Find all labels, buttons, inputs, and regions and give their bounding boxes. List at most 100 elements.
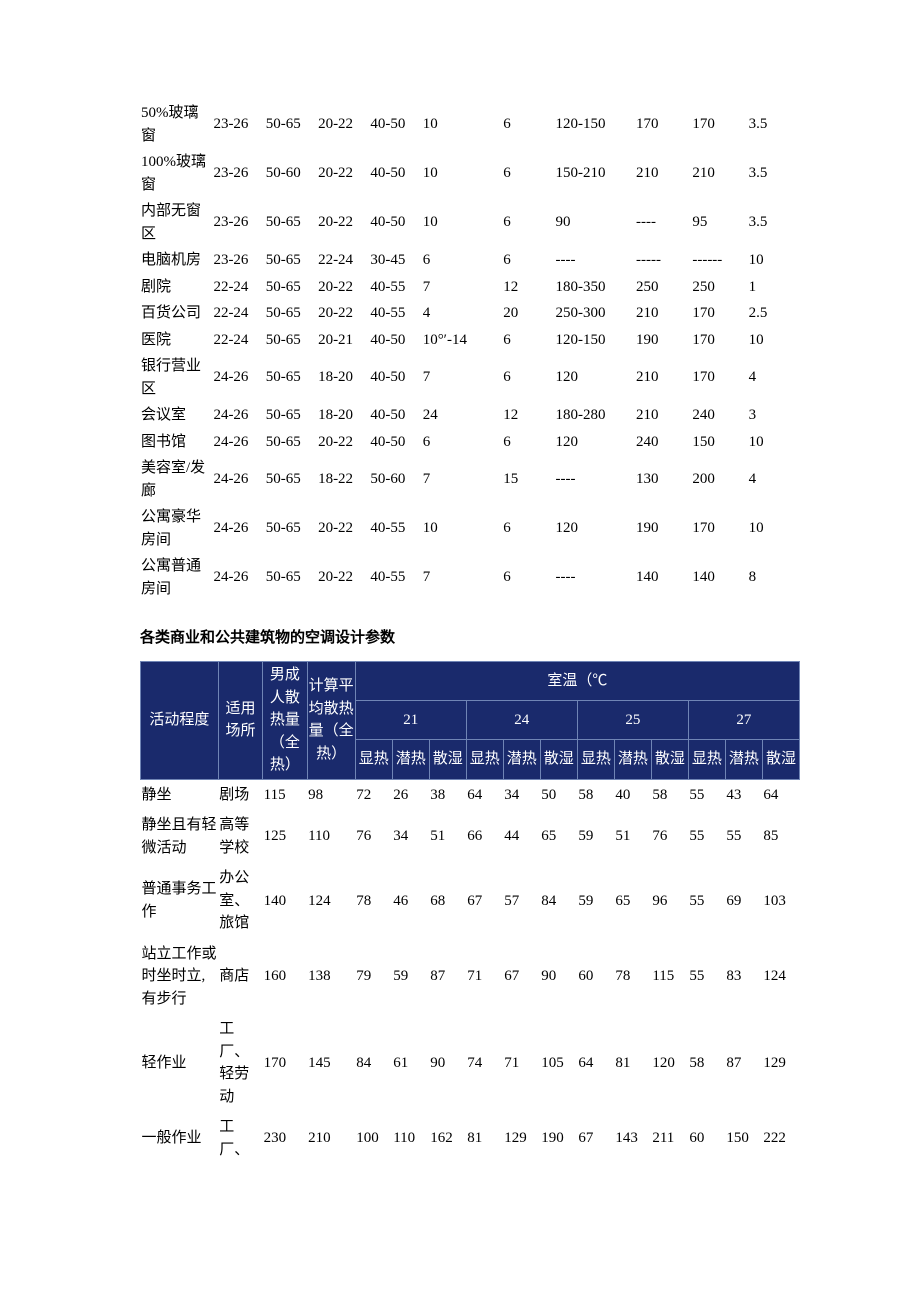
cell: 84 — [540, 863, 577, 939]
cell: 24-26 — [212, 353, 264, 402]
cell: 55 — [725, 810, 762, 863]
cell: 162 — [429, 1112, 466, 1165]
header-cell: 25 — [577, 701, 688, 740]
cell: ---- — [555, 455, 636, 504]
cell: 7 — [422, 455, 503, 504]
cell: 20-22 — [317, 553, 369, 602]
cell: 120-150 — [555, 327, 636, 354]
cell: 130 — [635, 455, 691, 504]
cell: 20 — [502, 300, 554, 327]
cell: 7 — [422, 553, 503, 602]
cell: 23-26 — [212, 149, 264, 198]
cell: 71 — [466, 939, 503, 1015]
cell: 138 — [307, 939, 355, 1015]
cell: 96 — [651, 863, 688, 939]
cell: 120 — [651, 1014, 688, 1112]
cell: 210 — [635, 149, 691, 198]
cell: 124 — [307, 863, 355, 939]
cell: 120 — [555, 353, 636, 402]
cell: 150 — [691, 429, 747, 456]
cell: 100 — [355, 1112, 392, 1165]
cell: 50-65 — [265, 300, 317, 327]
cell: 40-50 — [369, 100, 421, 149]
cell: 22-24 — [212, 274, 264, 301]
cell: 150 — [725, 1112, 762, 1165]
table-row: 站立工作或时坐时立,有步行商店1601387959877167906078115… — [141, 939, 800, 1015]
cell: 59 — [577, 863, 614, 939]
cell: 90 — [555, 198, 636, 247]
cell: 银行营业区 — [140, 353, 212, 402]
cell: 18-20 — [317, 402, 369, 429]
cell: 58 — [577, 779, 614, 810]
table-row: 百货公司22-2450-6520-2240-55420250-300210170… — [140, 300, 800, 327]
cell: 180-280 — [555, 402, 636, 429]
header-cell: 潜热 — [503, 740, 540, 779]
cell: 20-22 — [317, 100, 369, 149]
cell: 40 — [614, 779, 651, 810]
cell: 51 — [614, 810, 651, 863]
cell: 50-65 — [265, 327, 317, 354]
cell: 87 — [725, 1014, 762, 1112]
cell: 24 — [422, 402, 503, 429]
header-cell: 潜热 — [725, 740, 762, 779]
cell: 78 — [614, 939, 651, 1015]
table-row: 公寓豪华房间24-2650-6520-2240-5510612019017010 — [140, 504, 800, 553]
cell: 124 — [762, 939, 799, 1015]
cell: 64 — [577, 1014, 614, 1112]
header-cell: 散湿 — [762, 740, 799, 779]
cell: 7 — [422, 274, 503, 301]
cell: 6 — [502, 100, 554, 149]
cell: 3.5 — [748, 149, 800, 198]
cell: 67 — [577, 1112, 614, 1165]
cell: 20-22 — [317, 198, 369, 247]
cell: 6 — [422, 247, 503, 274]
cell: 24-26 — [212, 553, 264, 602]
header-cell: 男成人散热量（全热） — [263, 662, 307, 780]
cell: 44 — [503, 810, 540, 863]
cell: 图书馆 — [140, 429, 212, 456]
cell: 10 — [748, 504, 800, 553]
cell: 100%玻璃窗 — [140, 149, 212, 198]
cell: 55 — [688, 810, 725, 863]
cell: 50-65 — [265, 429, 317, 456]
cell: 64 — [466, 779, 503, 810]
cell: 85 — [762, 810, 799, 863]
cell: 250 — [635, 274, 691, 301]
cell: 15 — [502, 455, 554, 504]
header-cell: 散湿 — [540, 740, 577, 779]
cell: 210 — [307, 1112, 355, 1165]
cell: 34 — [392, 810, 429, 863]
header-cell: 适用场所 — [218, 662, 262, 780]
cell: 140 — [635, 553, 691, 602]
cell: 10 — [422, 149, 503, 198]
cell: 18-20 — [317, 353, 369, 402]
cell: 22-24 — [212, 300, 264, 327]
cell: 50-65 — [265, 402, 317, 429]
cell: 200 — [691, 455, 747, 504]
cell: 90 — [429, 1014, 466, 1112]
header-cell: 潜热 — [614, 740, 651, 779]
cell: 129 — [762, 1014, 799, 1112]
cell: 站立工作或时坐时立,有步行 — [141, 939, 219, 1015]
cell: 76 — [355, 810, 392, 863]
cell: 65 — [540, 810, 577, 863]
cell: 12 — [502, 274, 554, 301]
cell: 59 — [392, 939, 429, 1015]
cell: 180-350 — [555, 274, 636, 301]
cell: 7 — [422, 353, 503, 402]
cell: 6 — [422, 429, 503, 456]
cell: 87 — [429, 939, 466, 1015]
cell: 140 — [263, 863, 307, 939]
cell: 轻作业 — [141, 1014, 219, 1112]
cell: 170 — [691, 300, 747, 327]
cell: 静坐且有轻微活动 — [141, 810, 219, 863]
cell: 10 — [748, 247, 800, 274]
table-row: 一般作业工厂、230210100110162811291906714321160… — [141, 1112, 800, 1165]
cell: 50 — [540, 779, 577, 810]
cell: 3 — [748, 402, 800, 429]
cell: 10 — [748, 327, 800, 354]
cell: 美容室/发廊 — [140, 455, 212, 504]
cell: 210 — [635, 300, 691, 327]
cell: 电脑机房 — [140, 247, 212, 274]
cell: 72 — [355, 779, 392, 810]
